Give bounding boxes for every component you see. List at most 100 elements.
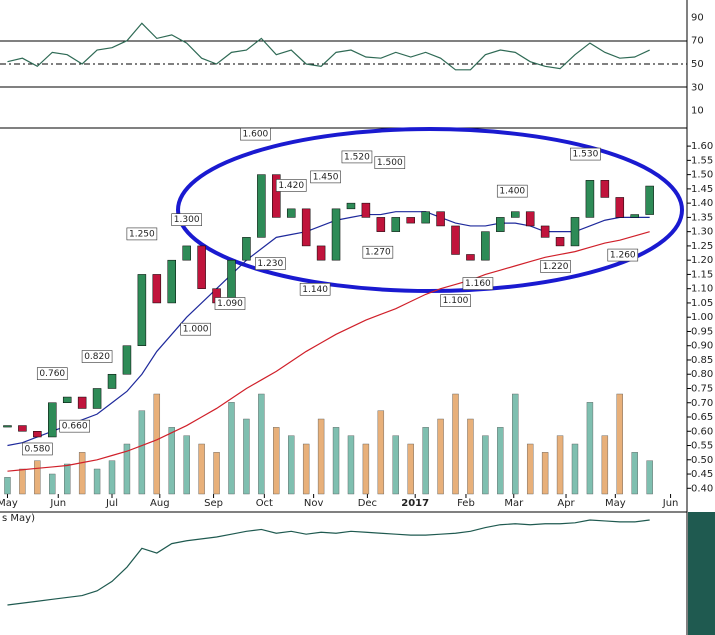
- y-tick-label: 0.95: [691, 326, 713, 337]
- candle: [122, 345, 132, 375]
- candle: [466, 254, 475, 261]
- candle: [600, 180, 610, 198]
- x-tick-label: Jul: [105, 498, 118, 509]
- volume-bar: [631, 452, 638, 495]
- annotation-box: [540, 260, 571, 273]
- x-tick-label: 2017: [401, 498, 429, 509]
- annotation-label: 1.530: [573, 150, 599, 160]
- volume-bar: [317, 418, 325, 495]
- y-tick-label: 1.00: [691, 312, 713, 323]
- candle: [391, 217, 401, 232]
- volume-bar: [452, 393, 459, 495]
- volume-bar: [437, 418, 444, 495]
- ma200-line: [7, 231, 650, 472]
- x-tick-label: Oct: [256, 498, 273, 509]
- candle: [152, 274, 162, 304]
- annotation-box: [299, 282, 331, 296]
- candle: [167, 259, 176, 304]
- volume-bar: [482, 435, 489, 495]
- volume-bar: [347, 435, 355, 495]
- y-tick-label: 0.80: [691, 369, 713, 380]
- x-tick-label: Nov: [304, 498, 324, 509]
- candle: [481, 231, 490, 261]
- volume-bar: [4, 477, 11, 495]
- y-tick-label: 1.10: [691, 284, 713, 295]
- volume-bar: [213, 452, 220, 495]
- candle: [436, 211, 445, 227]
- annotation-box: [310, 170, 341, 184]
- candle: [242, 237, 251, 261]
- annotation-label: 1.520: [344, 152, 370, 162]
- y-tick-label: 0.40: [691, 483, 713, 494]
- annotation-label: 1.270: [365, 248, 391, 258]
- volume-bar: [407, 443, 414, 495]
- x-tick-label: Aug: [150, 498, 170, 509]
- annotation-box: [362, 245, 394, 259]
- x-tick-label: Jun: [662, 498, 679, 509]
- rsi-tick-label: 90: [691, 12, 704, 23]
- annotation-label: 0.660: [62, 422, 88, 432]
- annotation-box: [81, 350, 113, 363]
- x-tick-label: Mar: [504, 498, 524, 509]
- candle: [406, 217, 415, 224]
- y-tick-label: 1.45: [691, 184, 713, 195]
- annotation-label: 1.600: [243, 130, 269, 140]
- ma50-line: [7, 211, 650, 447]
- candle: [346, 202, 356, 210]
- annotation-box: [22, 442, 53, 456]
- annotation-box: [440, 294, 471, 307]
- candle: [197, 245, 206, 289]
- candle: [137, 274, 147, 346]
- x-tick-label: Apr: [557, 498, 575, 509]
- rs-label: s May): [2, 513, 35, 524]
- volume-bar: [273, 427, 280, 495]
- candle: [286, 208, 296, 218]
- x-tick-label: Sep: [204, 498, 223, 509]
- y-tick-label: 1.40: [691, 198, 713, 209]
- annotation-label: 1.260: [610, 251, 636, 261]
- annotation-label: 1.230: [257, 259, 283, 269]
- volume-bar: [108, 460, 116, 495]
- candle: [525, 211, 535, 227]
- annotation-label: 1.450: [313, 172, 339, 182]
- volume-bar: [467, 418, 474, 495]
- volume-bar: [646, 460, 653, 495]
- candle: [182, 245, 191, 261]
- y-tick-label: 0.70: [691, 398, 713, 409]
- volume-bar: [64, 463, 71, 495]
- annotation-label: 1.160: [465, 279, 491, 289]
- annotation-label: 0.820: [84, 352, 110, 362]
- candle: [33, 431, 42, 438]
- volume-bar: [198, 443, 205, 495]
- annotation-label: 1.140: [302, 285, 328, 295]
- annotation-box: [607, 248, 639, 262]
- annotation-box: [570, 147, 601, 161]
- volume-bar: [49, 473, 56, 495]
- volume-bar: [512, 393, 519, 495]
- x-tick-label: May: [0, 498, 18, 509]
- annotation-label: 1.220: [543, 262, 569, 272]
- annotation-label: 1.300: [174, 215, 200, 225]
- x-tick-label: Jun: [49, 498, 66, 509]
- annotation-label: 1.500: [377, 158, 403, 168]
- candle: [511, 211, 520, 218]
- volume-bar: [153, 393, 161, 495]
- volume-bar: [586, 402, 594, 495]
- y-tick-label: 1.50: [691, 170, 713, 181]
- y-tick-label: 1.35: [691, 212, 713, 223]
- annotation-box: [255, 257, 286, 270]
- rsi-line: [7, 22, 650, 71]
- annotation-box: [496, 184, 528, 198]
- annotation-box: [126, 227, 158, 241]
- candle: [451, 225, 460, 255]
- volume-bar: [19, 468, 26, 495]
- volume-bar: [302, 443, 310, 495]
- annotation-box: [214, 297, 246, 310]
- volume-bar: [616, 393, 623, 495]
- rs-line: [7, 519, 650, 606]
- y-tick-label: 1.25: [691, 241, 713, 252]
- candle: [272, 174, 281, 218]
- candle: [630, 214, 639, 218]
- candle: [376, 217, 386, 232]
- volume-bar: [78, 452, 86, 495]
